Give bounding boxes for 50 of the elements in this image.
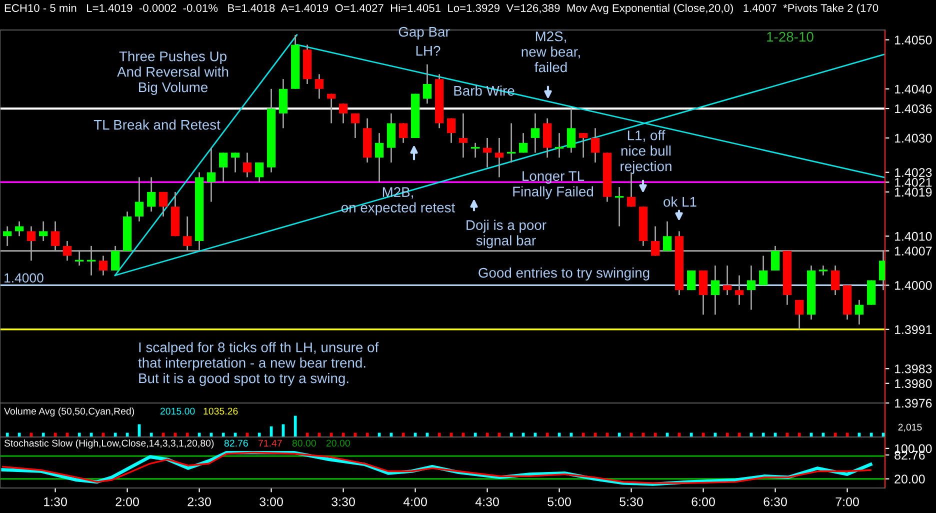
y-tick-label: 1.3991: [894, 325, 932, 334]
annotation: 80.00: [292, 440, 316, 447]
annotation: I scalped for 8 ticks off th LH, unsure of that interpretation - a new bear trend. But it is a good spot to try a swing.: [138, 342, 379, 386]
y-tick-label: 1.3976: [894, 398, 932, 408]
x-tick-label: 3:00: [260, 497, 283, 506]
annotation: Longer TL Finally Failed: [513, 171, 594, 200]
y-tick-label: 1.4010: [894, 232, 932, 241]
y-tick-label: 1.4030: [894, 134, 932, 143]
y-tick-label: 1.4000: [894, 281, 932, 290]
annotation: Good entries to try swinging: [478, 268, 650, 280]
y-tick-label: 1.3980: [894, 379, 932, 388]
x-tick-label: 7:00: [836, 497, 859, 506]
annotation: L1, off nice bull rejection: [620, 130, 672, 174]
annotation: Volume Avg (50,50,Cyan,Red): [4, 407, 134, 417]
annotation: LH?: [416, 46, 440, 56]
x-tick-label: 6:30: [764, 497, 787, 506]
annotation: 20.00: [326, 440, 350, 447]
y-tick-label: 1.4023: [894, 168, 932, 177]
x-tick-label: 5:00: [548, 497, 571, 506]
y-tick-label: 20.00: [894, 474, 925, 484]
y-tick-label: 1.4040: [894, 84, 932, 94]
y-tick-label: 1.4019: [894, 188, 932, 197]
x-tick-label: 4:30: [475, 497, 499, 506]
annotation: M2S, new bear, failed: [522, 31, 580, 72]
x-tick-label: 1:30: [44, 497, 67, 506]
chart-title: ECH10 - 5 min L=1.4019 -0.0002 -0.01% B=1.4018 A=1.4019 O=1.4027 Hi=1.4051 Lo=1.3929 V=126,389 Mov Avg Exponential (Close,20,0) 1.4007 *Pivots Take 2 (170: [4, 4, 878, 14]
annotation: TL Break and Retest: [94, 120, 220, 130]
x-tick-label: 3:30: [332, 497, 355, 506]
text: 1035.26: [204, 408, 238, 415]
x-tick-label: 4:00: [403, 497, 427, 506]
text: 2015.00: [160, 408, 195, 415]
annotation: ok L1: [664, 196, 696, 207]
y-tick-label: 1.4021: [894, 178, 932, 187]
x-tick-label: 6:00: [692, 497, 715, 506]
y-tick-label: 1.4036: [894, 104, 932, 114]
y-tick-label: 1.4050: [894, 36, 932, 44]
annotation: Gap Bar: [398, 26, 450, 40]
annotation: 1-28-10: [767, 32, 814, 42]
annotation: 82.76: [224, 440, 248, 447]
annotation: Doji is a poor signal bar: [466, 220, 546, 248]
text: 2,015: [898, 424, 922, 432]
ref-line-label: 1.4000: [4, 273, 44, 283]
x-tick-label: 2:30: [188, 497, 211, 506]
annotation: Three Pushes Up And Reversal with Big Volume: [117, 51, 228, 95]
y-tick-label: 1.4007: [894, 246, 932, 256]
annotation: Stochastic Slow (High,Low,Close,14,3,3,1,20,80): [4, 439, 214, 449]
x-tick-label: 2:00: [116, 497, 139, 506]
y-tick-label: 1.3983: [894, 364, 932, 374]
annotation: 71.47: [258, 440, 282, 447]
x-tick-label: 5:30: [620, 497, 643, 506]
